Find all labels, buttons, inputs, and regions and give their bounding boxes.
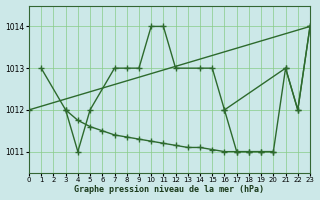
X-axis label: Graphe pression niveau de la mer (hPa): Graphe pression niveau de la mer (hPa) — [75, 185, 265, 194]
